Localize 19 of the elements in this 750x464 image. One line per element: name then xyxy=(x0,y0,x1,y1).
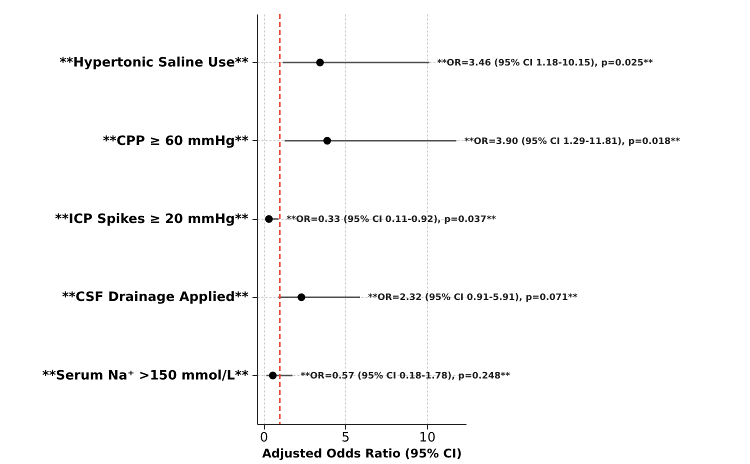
y-tick-label: **CPP ≥ 60 mmHg** xyxy=(102,134,249,149)
annotation: **OR=3.46 (95% CI 1.18-10.15), p=0.025** xyxy=(437,58,654,69)
annotation: **OR=0.33 (95% CI 0.11-0.92), p=0.037** xyxy=(286,215,496,225)
y-tick-label: **ICP Spikes ≥ 20 mmHg** xyxy=(55,212,249,227)
point xyxy=(316,58,324,66)
point xyxy=(265,215,273,223)
y-tick-label: **CSF Drainage Applied** xyxy=(62,290,249,306)
x-tick-label: 0 xyxy=(260,430,268,446)
x-axis-title: Adjusted Odds Ratio (95% CI) xyxy=(262,446,462,460)
point xyxy=(323,136,332,145)
y-tick-label: **Serum Na⁺ >150 mmol/L** xyxy=(42,368,249,384)
point xyxy=(298,293,306,302)
point xyxy=(268,372,277,380)
y-tick-label: **Hypertonic Saline Use** xyxy=(60,56,249,71)
annotation: **OR=0.57 (95% CI 0.18-1.78), p=0.248** xyxy=(300,371,510,382)
x-tick-label: 5 xyxy=(342,430,350,446)
x-tick-label: 10 xyxy=(419,430,436,446)
annotation: **OR=2.32 (95% CI 0.91-5.91), p=0.071** xyxy=(368,293,578,304)
annotation: **OR=3.90 (95% CI 1.29-11.81), p=0.018** xyxy=(464,136,680,147)
